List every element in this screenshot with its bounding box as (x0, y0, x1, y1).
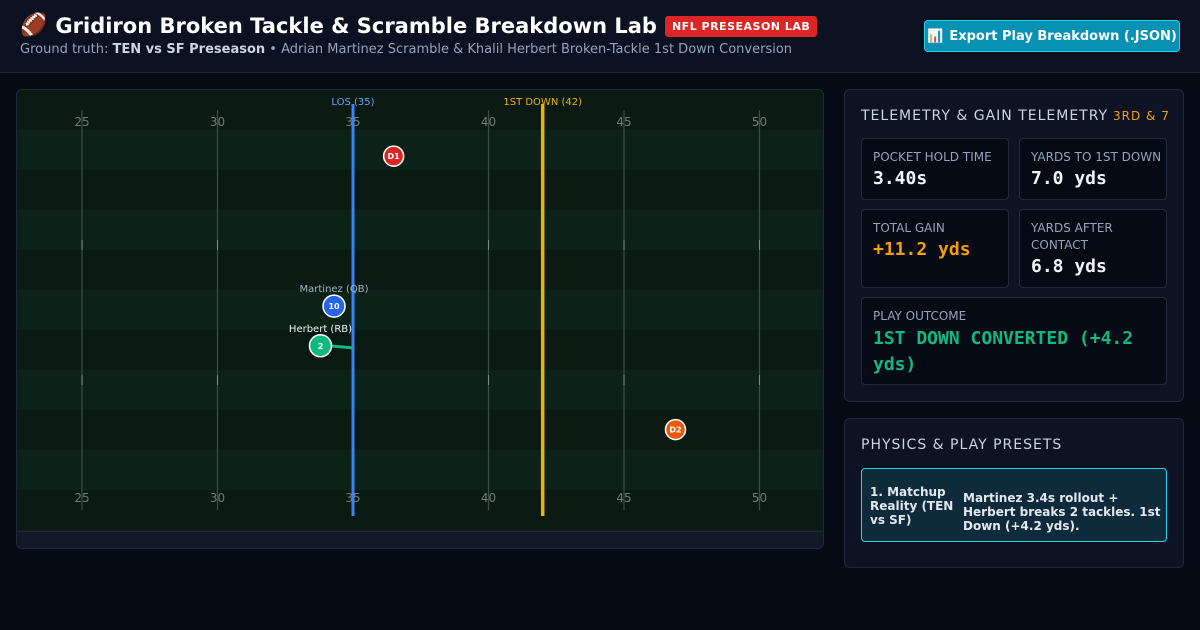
field-stripe (17, 210, 823, 250)
yards-to-first-value: 7.0 yds (1031, 168, 1107, 189)
preset-description: Martinez 3.4s rollout + Herbert breaks 2… (963, 491, 1161, 533)
field-stripe (17, 490, 823, 530)
field-stripe (17, 530, 823, 531)
pocket-hold-value: 3.40s (873, 168, 928, 189)
total-gain-label: TOTAL GAIN (873, 221, 945, 235)
field-stripe (17, 410, 823, 450)
preseason-badge: NFL PRESEASON LAB (664, 15, 818, 37)
play-outcome-value: 1ST DOWN CONVERTED (+4.2 yds) (873, 328, 1134, 375)
first-down-label: 1ST DOWN (42) (503, 97, 582, 108)
player-marker-d1[interactable] (382, 145, 405, 167)
export-play-breakdown-button[interactable]: 📊 Export Play Breakdown (.JSON) (924, 20, 1180, 52)
pocket-hold-label: POCKET HOLD TIME (873, 150, 992, 164)
subtitle-description: • Adrian Martinez Scramble & Khalil Herb… (265, 42, 793, 57)
player-label-qb: Martinez (QB) (300, 284, 369, 295)
total-gain-value: +11.2 yds (873, 239, 971, 260)
yard-number-top-50: 50 (752, 115, 767, 129)
preset-name: 1. Matchup Reality (TEN vs SF) (870, 485, 954, 527)
yard-number-top-25: 25 (74, 115, 89, 129)
telemetry-panel: TELEMETRY & GAIN TELEMETRY 3RD & 7 POCKE… (844, 89, 1184, 402)
app-header: 🏈 Gridiron Broken Tackle & Scramble Brea… (0, 0, 1200, 73)
yards-to-first-stat: YARDS TO 1ST DOWN 7.0 yds (1019, 138, 1167, 200)
title-row: 🏈 Gridiron Broken Tackle & Scramble Brea… (20, 13, 818, 39)
field-stripe (17, 250, 823, 290)
subtitle-prefix: Ground truth: (20, 42, 113, 57)
preset-matchup-reality[interactable]: 1. Matchup Reality (TEN vs SF) Martinez … (861, 468, 1167, 542)
rb-trail (326, 344, 353, 350)
field-stripe (17, 290, 823, 330)
physics-presets-panel: PHYSICS & PLAY PRESETS 1. Matchup Realit… (844, 418, 1184, 568)
yards-after-contact-label: YARDS AFTER CONTACT (1031, 221, 1113, 252)
yards-after-contact-value: 6.8 yds (1031, 256, 1107, 277)
yard-number-top-30: 30 (210, 115, 225, 129)
field-stripe (17, 330, 823, 370)
down-and-distance: 3RD & 7 (1113, 109, 1170, 123)
page-subtitle: Ground truth: TEN vs SF Preseason • Adri… (20, 42, 792, 57)
yard-number-bottom-30: 30 (210, 491, 225, 505)
play-outcome-label: PLAY OUTCOME (873, 309, 967, 323)
football-icon: 🏈 (20, 13, 48, 38)
yard-number-bottom-45: 45 (616, 491, 631, 505)
yard-number-top-45: 45 (616, 115, 631, 129)
yard-number-bottom-25: 25 (74, 491, 89, 505)
field-stripe (17, 170, 823, 210)
telemetry-title: TELEMETRY & GAIN TELEMETRY (861, 108, 1109, 124)
player-number-qb: 10 (328, 302, 340, 311)
chart-icon: 📊 (927, 28, 944, 44)
yard-number-bottom-40: 40 (481, 491, 496, 505)
yards-after-contact-stat: YARDS AFTER CONTACT 6.8 yds (1019, 209, 1167, 288)
field-stripe (17, 130, 823, 170)
player-number-d1: D1 (388, 152, 401, 161)
field-stripe (17, 370, 823, 410)
football-field[interactable]: 252530303535404045455050LOS (35)1ST DOWN… (17, 90, 824, 531)
player-marker-d2[interactable] (664, 418, 687, 441)
player-number-rb: 2 (318, 342, 324, 351)
los-label: LOS (35) (331, 97, 374, 108)
export-button-label: Export Play Breakdown (.JSON) (949, 28, 1177, 44)
play-outcome-stat: PLAY OUTCOME 1ST DOWN CONVERTED (+4.2 yd… (861, 297, 1167, 385)
page-title: Gridiron Broken Tackle & Scramble Breakd… (55, 14, 657, 38)
player-number-d2: D2 (669, 426, 681, 435)
physics-title: PHYSICS & PLAY PRESETS (861, 437, 1063, 453)
field-footer (17, 531, 823, 548)
subtitle-matchup: TEN vs SF Preseason (112, 42, 266, 57)
pocket-hold-stat: POCKET HOLD TIME 3.40s (861, 138, 1009, 200)
yards-to-first-label: YARDS TO 1ST DOWN (1031, 150, 1162, 164)
total-gain-stat: TOTAL GAIN +11.2 yds (861, 209, 1009, 288)
field-stripe (17, 90, 823, 130)
yard-number-bottom-50: 50 (752, 491, 767, 505)
field-stripe (17, 450, 823, 490)
player-marker-rb[interactable] (308, 334, 333, 358)
yard-number-top-40: 40 (481, 115, 496, 129)
field-view[interactable]: 252530303535404045455050LOS (35)1ST DOWN… (16, 89, 824, 549)
player-marker-qb[interactable] (322, 294, 346, 318)
player-label-rb: Herbert (RB) (289, 324, 352, 335)
